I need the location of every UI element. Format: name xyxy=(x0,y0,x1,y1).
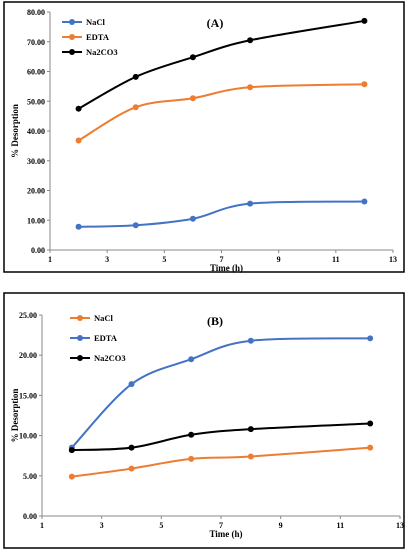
data-point-na2co3 xyxy=(128,444,135,451)
data-point-nacl xyxy=(68,473,75,480)
chart-frame xyxy=(3,292,405,549)
data-point-edta xyxy=(128,381,135,388)
x-tick-label: 11 xyxy=(337,521,345,530)
data-point-nacl xyxy=(132,222,139,229)
series-line-nacl xyxy=(71,446,371,478)
x-tick-label: 11 xyxy=(332,255,340,264)
data-point-nacl xyxy=(188,455,195,462)
data-point-na2co3 xyxy=(367,420,374,427)
data-point-nacl xyxy=(75,223,82,230)
y-tick-label: 0.00 xyxy=(31,246,45,255)
y-tick-label: 5.00 xyxy=(23,472,37,481)
data-point-nacl xyxy=(247,453,254,460)
chart-panel-a: 0.00 10.00 20.00 30.00 40.00 50.00 60.00 70.00 8… xyxy=(3,1,405,273)
y-tick-label: 50.00 xyxy=(27,97,45,106)
x-tick-label: 13 xyxy=(396,521,404,530)
data-point-na2co3 xyxy=(75,105,82,112)
legend-marker xyxy=(77,315,83,321)
legend-marker xyxy=(69,19,75,25)
data-point-nacl xyxy=(247,200,254,207)
y-tick-label: 15.00 xyxy=(19,391,37,400)
legend-label: EDTA xyxy=(94,333,118,343)
x-axis-label: Time (h) xyxy=(210,263,243,273)
y-tick-label: 30.00 xyxy=(27,157,45,166)
x-tick-label: 3 xyxy=(100,521,104,530)
x-tick-label: 7 xyxy=(220,255,224,264)
data-point-edta xyxy=(367,335,374,342)
data-point-na2co3 xyxy=(247,426,254,433)
data-point-na2co3 xyxy=(132,73,139,80)
y-tick-label: 20.00 xyxy=(27,187,45,196)
data-point-nacl xyxy=(361,198,368,205)
y-tick-label: 20.00 xyxy=(19,351,37,360)
data-point-edta xyxy=(189,95,196,102)
data-point-edta xyxy=(188,356,195,363)
chart-title: (A) xyxy=(207,16,224,30)
legend-label: Na2CO3 xyxy=(86,47,118,57)
x-tick-label: 1 xyxy=(48,255,52,264)
data-point-nacl xyxy=(128,465,135,472)
data-point-na2co3 xyxy=(247,37,254,44)
data-point-edta xyxy=(247,84,254,91)
y-axis-label: % Desorption xyxy=(10,104,20,158)
y-tick-label: 25.00 xyxy=(19,311,37,320)
x-tick-label: 1 xyxy=(40,521,44,530)
legend-label: EDTA xyxy=(86,32,110,42)
x-tick-label: 5 xyxy=(159,521,163,530)
legend-marker xyxy=(69,49,75,55)
legend-label: NaCl xyxy=(94,313,114,323)
data-point-na2co3 xyxy=(68,447,75,454)
legend-label: Na2CO3 xyxy=(94,353,126,363)
x-tick-label: 9 xyxy=(277,255,281,264)
y-tick-label: 0.00 xyxy=(23,512,37,521)
x-tick-label: 7 xyxy=(219,521,223,530)
data-point-nacl xyxy=(189,215,196,222)
data-point-edta xyxy=(247,337,254,344)
data-point-na2co3 xyxy=(188,431,195,438)
y-axis-label: % Desorption xyxy=(10,389,20,443)
legend-marker xyxy=(69,34,75,40)
data-point-nacl xyxy=(367,444,374,451)
legend-label: NaCl xyxy=(86,17,106,27)
data-point-edta xyxy=(361,81,368,88)
data-point-na2co3 xyxy=(361,17,368,24)
series-line-na2co3 xyxy=(71,422,371,452)
y-tick-label: 80.00 xyxy=(27,8,45,17)
x-tick-label: 3 xyxy=(105,255,109,264)
chart-frame xyxy=(3,1,405,273)
y-tick-label: 40.00 xyxy=(27,127,45,136)
y-tick-label: 60.00 xyxy=(27,68,45,77)
x-axis-label: Time (h) xyxy=(209,529,242,539)
y-tick-label: 10.00 xyxy=(27,216,45,225)
x-tick-label: 9 xyxy=(279,521,283,530)
x-tick-label: 5 xyxy=(162,255,166,264)
chart-title: (B) xyxy=(207,314,223,328)
data-point-edta xyxy=(132,104,139,111)
y-tick-label: 70.00 xyxy=(27,38,45,47)
data-point-na2co3 xyxy=(189,54,196,61)
series-line-nacl xyxy=(78,200,365,228)
x-tick-label: 13 xyxy=(389,255,397,264)
y-tick-label: 10.00 xyxy=(19,432,37,441)
legend-marker xyxy=(77,335,83,341)
data-point-edta xyxy=(75,137,82,144)
legend-marker xyxy=(77,355,83,361)
